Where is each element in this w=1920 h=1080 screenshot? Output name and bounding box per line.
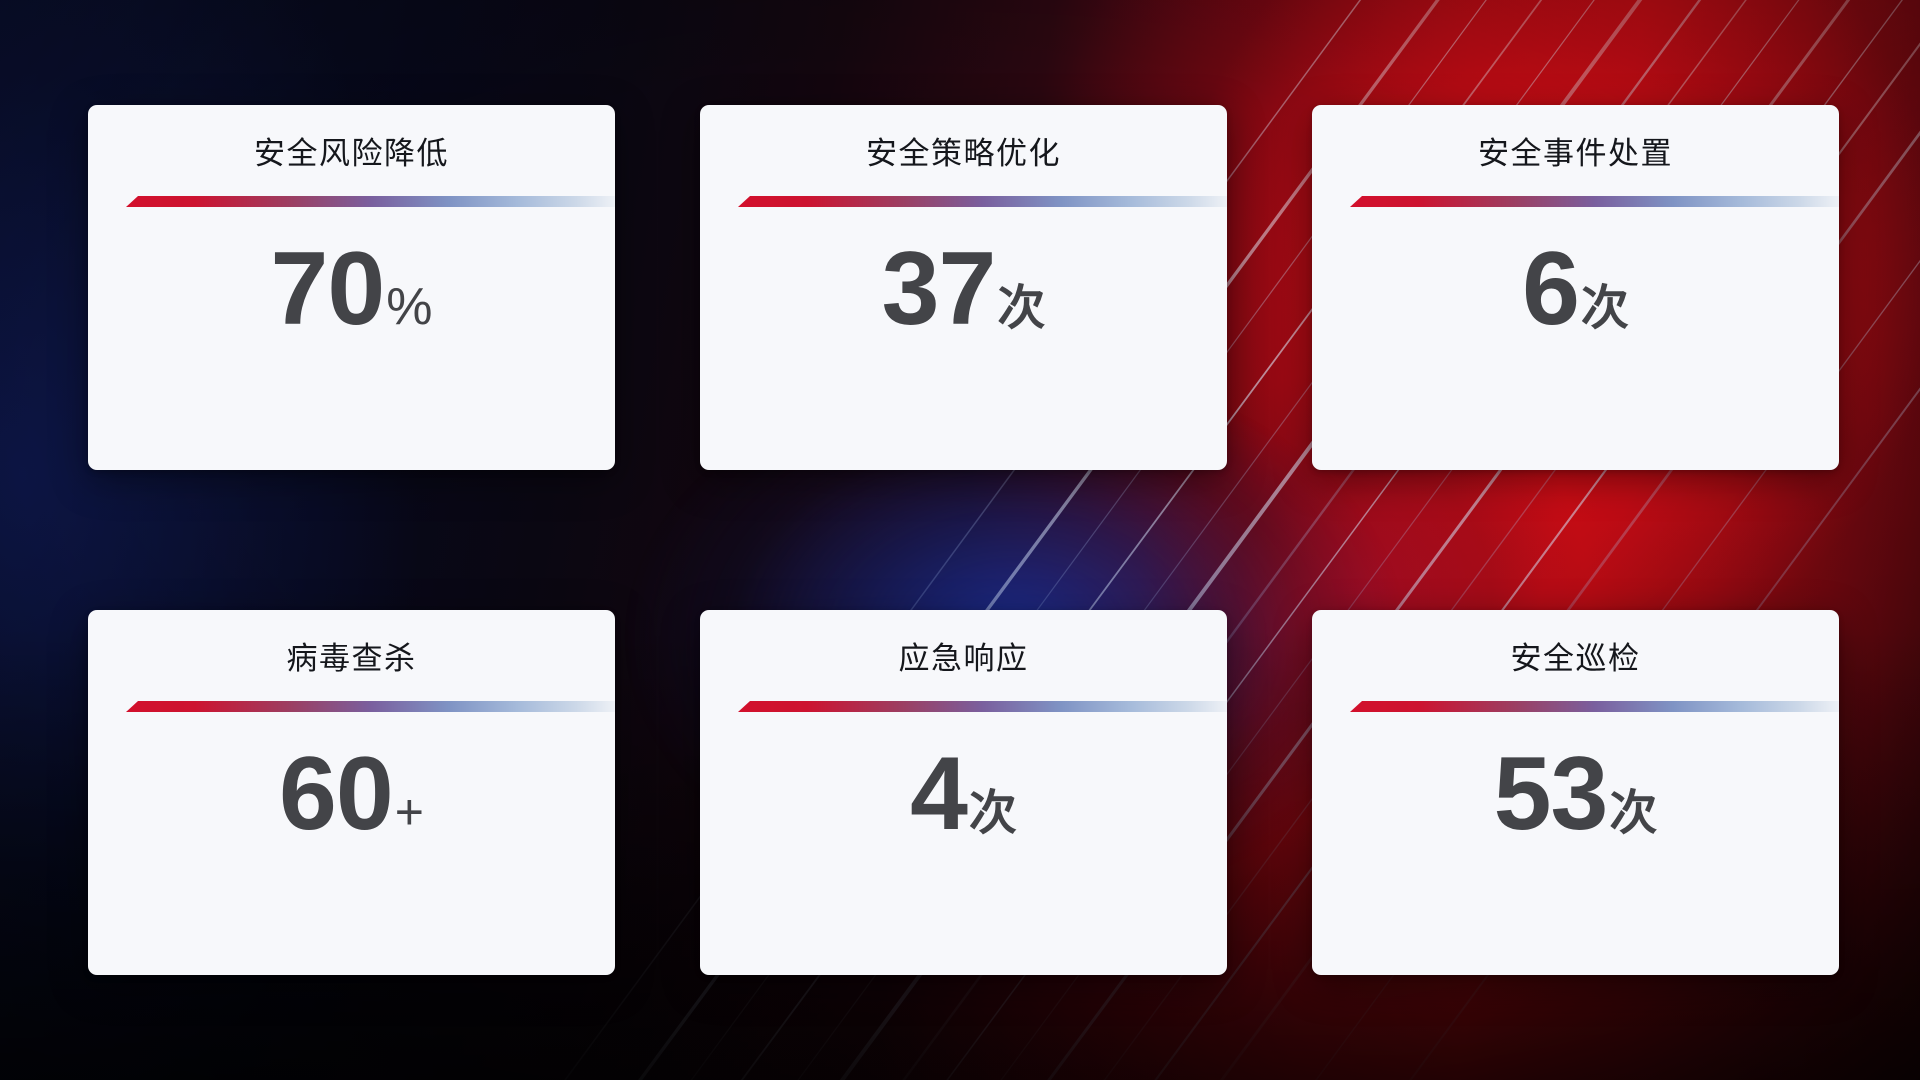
- metric-value-unit: 次: [997, 282, 1046, 335]
- metric-card[interactable]: 安全风险降低 70: [88, 105, 615, 470]
- metric-value-unit: 次: [968, 787, 1017, 840]
- metric-value-unit: %: [386, 278, 433, 336]
- metric-card[interactable]: 安全事件处置 6: [1312, 105, 1839, 470]
- metric-card-title: 安全策略优化: [866, 136, 1061, 171]
- metric-card[interactable]: 病毒查杀 60: [88, 610, 615, 975]
- metric-card-title: 安全风险降低: [254, 136, 449, 171]
- metric-card[interactable]: 安全巡检 53: [1312, 610, 1839, 975]
- metric-value-unit: 次: [1580, 282, 1629, 335]
- metric-value-number: 4: [910, 736, 968, 852]
- metric-value-unit: +: [394, 784, 424, 840]
- metric-value-number: 53: [1493, 736, 1609, 852]
- metric-card-value: 70 %: [88, 237, 615, 341]
- metric-card[interactable]: 安全策略优化 37: [700, 105, 1227, 470]
- metrics-card-grid: 安全风险降低 70: [88, 105, 1839, 975]
- metric-value-number: 6: [1522, 231, 1580, 347]
- metric-card-value: 6 次: [1312, 237, 1839, 341]
- metric-value-number: 60: [279, 736, 394, 852]
- metric-card-title: 应急响应: [898, 641, 1029, 676]
- metric-card-value: 37 次: [700, 237, 1227, 341]
- metric-card-title: 安全事件处置: [1478, 136, 1673, 171]
- metric-card[interactable]: 应急响应 4: [700, 610, 1227, 975]
- metric-card-value: 53 次: [1312, 742, 1839, 846]
- metric-value-unit: 次: [1609, 787, 1658, 840]
- gradient-divider-icon: [700, 696, 1227, 718]
- metric-card-value: 4 次: [700, 742, 1227, 846]
- gradient-divider-icon: [88, 191, 615, 213]
- gradient-divider-icon: [700, 191, 1227, 213]
- metric-card-title: 安全巡检: [1510, 641, 1641, 676]
- metric-value-number: 37: [881, 231, 997, 347]
- metric-card-title: 病毒查杀: [286, 641, 417, 676]
- gradient-divider-icon: [1312, 191, 1839, 213]
- metric-card-value: 60 +: [88, 742, 615, 846]
- metric-value-number: 70: [270, 231, 386, 347]
- gradient-divider-icon: [88, 696, 615, 718]
- gradient-divider-icon: [1312, 696, 1839, 718]
